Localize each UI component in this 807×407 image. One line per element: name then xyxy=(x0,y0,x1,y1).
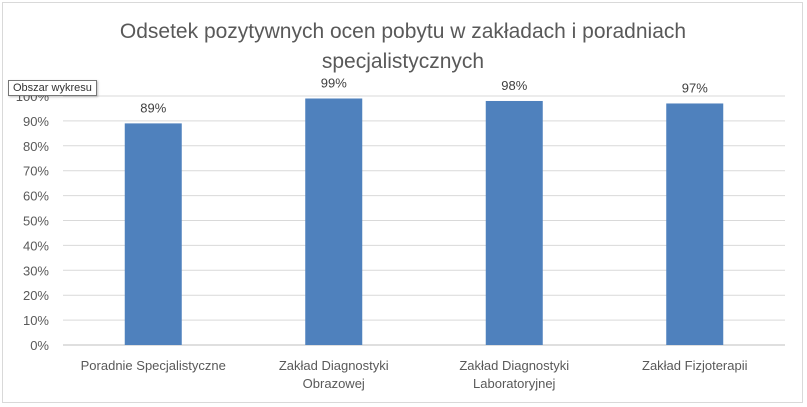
category-label: Poradnie Specjalistyczne xyxy=(81,358,226,373)
chart-title-line-2: specjalistycznych xyxy=(321,50,485,73)
y-tick-label: 50% xyxy=(23,214,49,229)
bar xyxy=(124,123,182,345)
category-label: Zakład Diagnostyki xyxy=(279,358,389,373)
category-label: Obrazowej xyxy=(303,376,365,391)
y-tick-label: 60% xyxy=(23,189,49,204)
y-tick-label: 70% xyxy=(23,164,49,179)
category-label: Zakład Diagnostyki xyxy=(459,358,569,373)
bar xyxy=(485,100,543,345)
chart-area-tooltip: Obszar wykresu xyxy=(8,80,97,96)
category-label: Laboratoryjnej xyxy=(473,376,555,391)
data-label: 97% xyxy=(682,80,708,95)
y-tick-label: 30% xyxy=(23,263,49,278)
y-tick-label: 40% xyxy=(23,238,49,253)
y-tick-label: 90% xyxy=(23,114,49,129)
y-tick-label: 80% xyxy=(23,139,49,154)
bar xyxy=(305,98,363,346)
bar xyxy=(666,103,724,345)
chart-title-line-1: Odsetek pozytywnych ocen pobytu w zakład… xyxy=(119,20,687,43)
data-label: 99% xyxy=(321,75,347,90)
y-tick-label: 0% xyxy=(30,338,49,353)
category-label: Zakład Fizjoterapii xyxy=(642,358,748,373)
chart-title: Odsetek pozytywnych ocen pobytu w zakład… xyxy=(93,17,713,77)
y-tick-label: 20% xyxy=(23,288,49,303)
data-label: 98% xyxy=(501,78,527,93)
y-tick-label: 10% xyxy=(23,313,49,328)
data-label: 89% xyxy=(140,100,166,115)
